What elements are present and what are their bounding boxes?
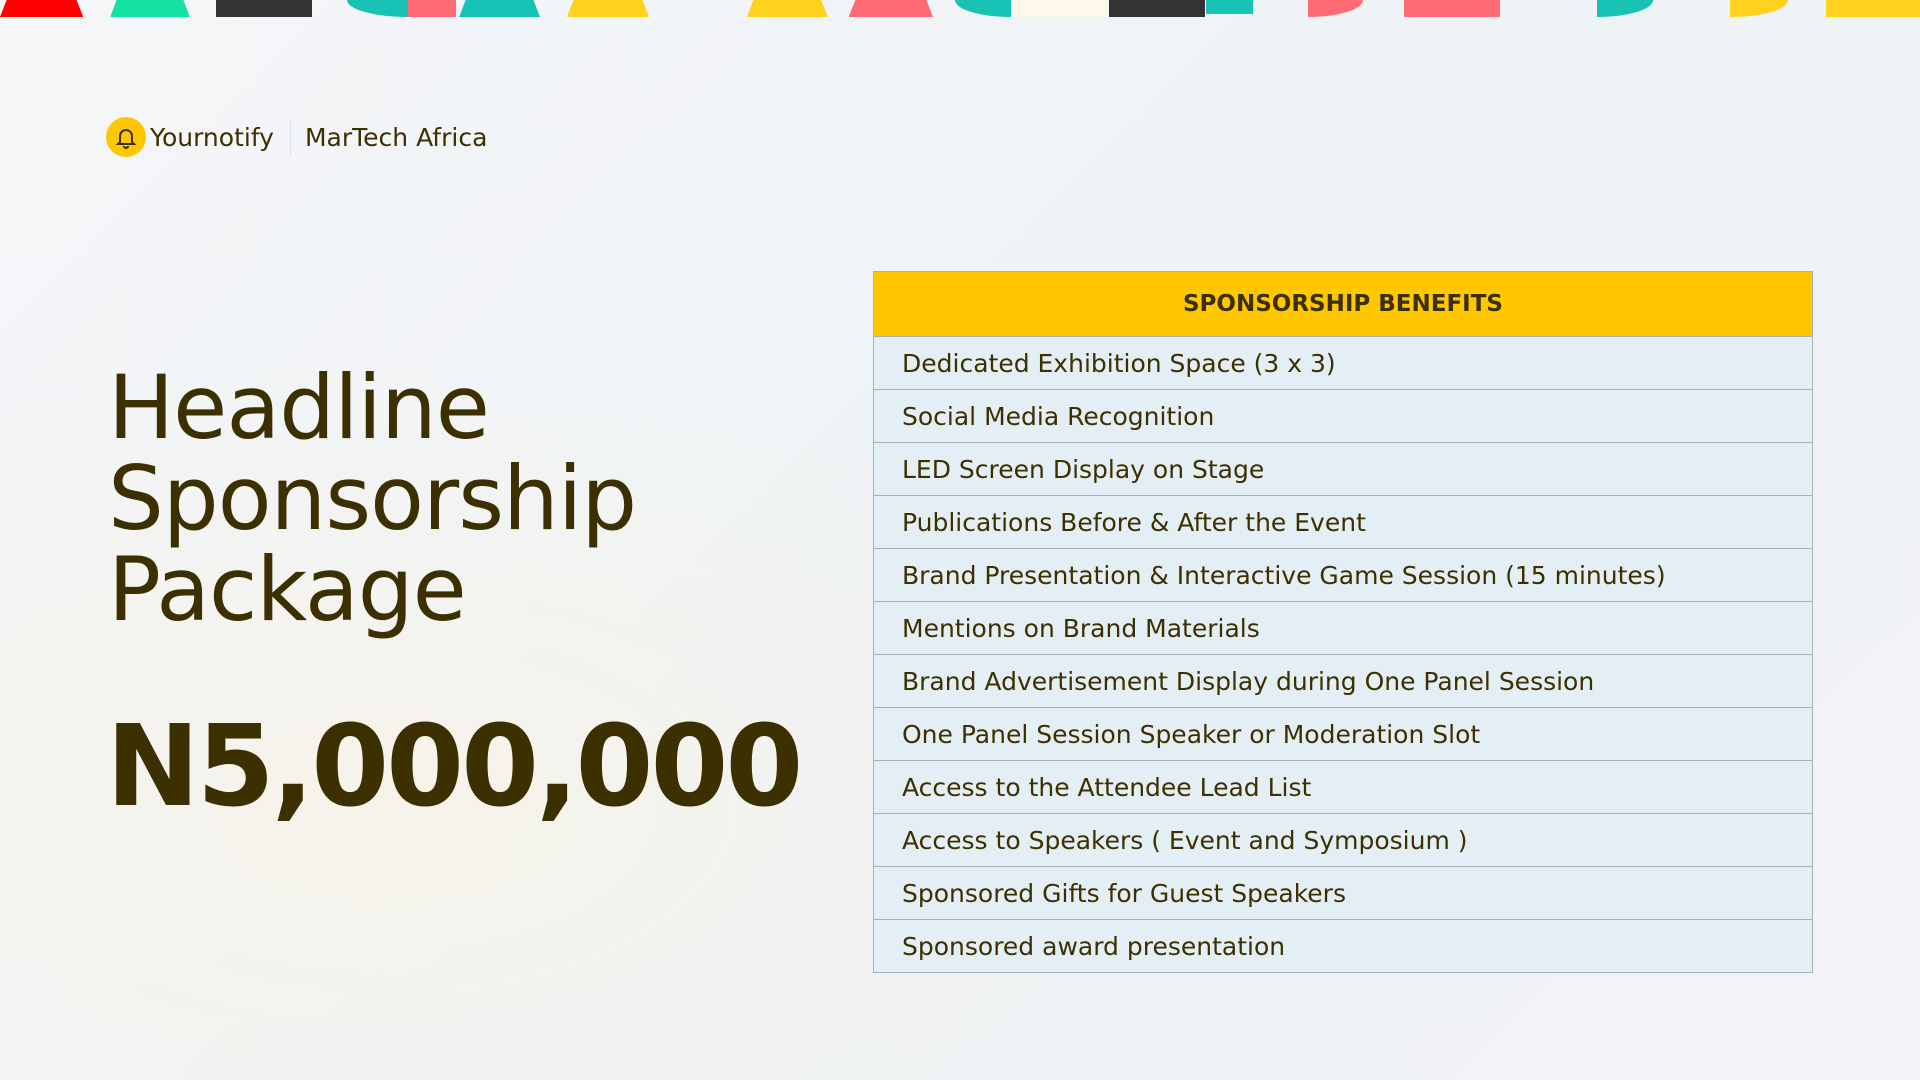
decorative-shape <box>1404 0 1500 17</box>
decorative-shape <box>0 0 84 17</box>
page-title: Headline Sponsorship Package <box>108 356 637 641</box>
benefits-table: SPONSORSHIP BENEFITS Dedicated Exhibitio… <box>873 271 1813 973</box>
table-row: LED Screen Display on Stage <box>874 442 1812 495</box>
decorative-top-strip <box>0 0 1920 17</box>
decorative-shape <box>407 0 456 17</box>
bell-icon <box>106 117 146 157</box>
decorative-shape <box>215 0 313 17</box>
table-row: Dedicated Exhibition Space (3 x 3) <box>874 337 1812 389</box>
table-row: Sponsored Gifts for Guest Speakers <box>874 866 1812 919</box>
brand-logo: Yournotify MarTech Africa <box>106 117 487 157</box>
title-line: Package <box>108 538 467 641</box>
decorative-shape <box>346 0 408 17</box>
brand-name: Yournotify <box>150 122 274 152</box>
decorative-shape <box>110 0 190 17</box>
decorative-shape <box>1596 0 1654 17</box>
title-line: Headline <box>108 356 490 459</box>
table-row: Sponsored award presentation <box>874 919 1812 972</box>
decorative-shape <box>1825 0 1920 17</box>
decorative-shape <box>459 0 540 17</box>
title-line: Sponsorship <box>108 447 637 550</box>
decorative-shape <box>848 0 934 17</box>
table-row: Mentions on Brand Materials <box>874 601 1812 654</box>
table-row: Access to the Attendee Lead List <box>874 760 1812 813</box>
package-price: N5,000,000 <box>106 702 803 832</box>
decorative-shape <box>566 0 649 17</box>
decorative-shape <box>746 0 828 17</box>
decorative-shape <box>1109 0 1205 17</box>
event-name: MarTech Africa <box>304 122 488 152</box>
table-row: One Panel Session Speaker or Moderation … <box>874 707 1812 760</box>
table-row: Brand Presentation & Interactive Game Se… <box>874 548 1812 601</box>
table-row: Access to Speakers ( Event and Symposium… <box>874 813 1812 866</box>
table-header: SPONSORSHIP BENEFITS <box>874 272 1812 337</box>
divider <box>289 118 291 156</box>
decorative-shape <box>1307 0 1363 17</box>
decorative-shape <box>955 0 1012 17</box>
table-row: Social Media Recognition <box>874 389 1812 442</box>
decorative-shape <box>1206 0 1253 14</box>
decorative-shape <box>1011 0 1109 17</box>
table-row: Publications Before & After the Event <box>874 495 1812 548</box>
table-row: Brand Advertisement Display during One P… <box>874 654 1812 707</box>
decorative-shape <box>1730 0 1788 17</box>
